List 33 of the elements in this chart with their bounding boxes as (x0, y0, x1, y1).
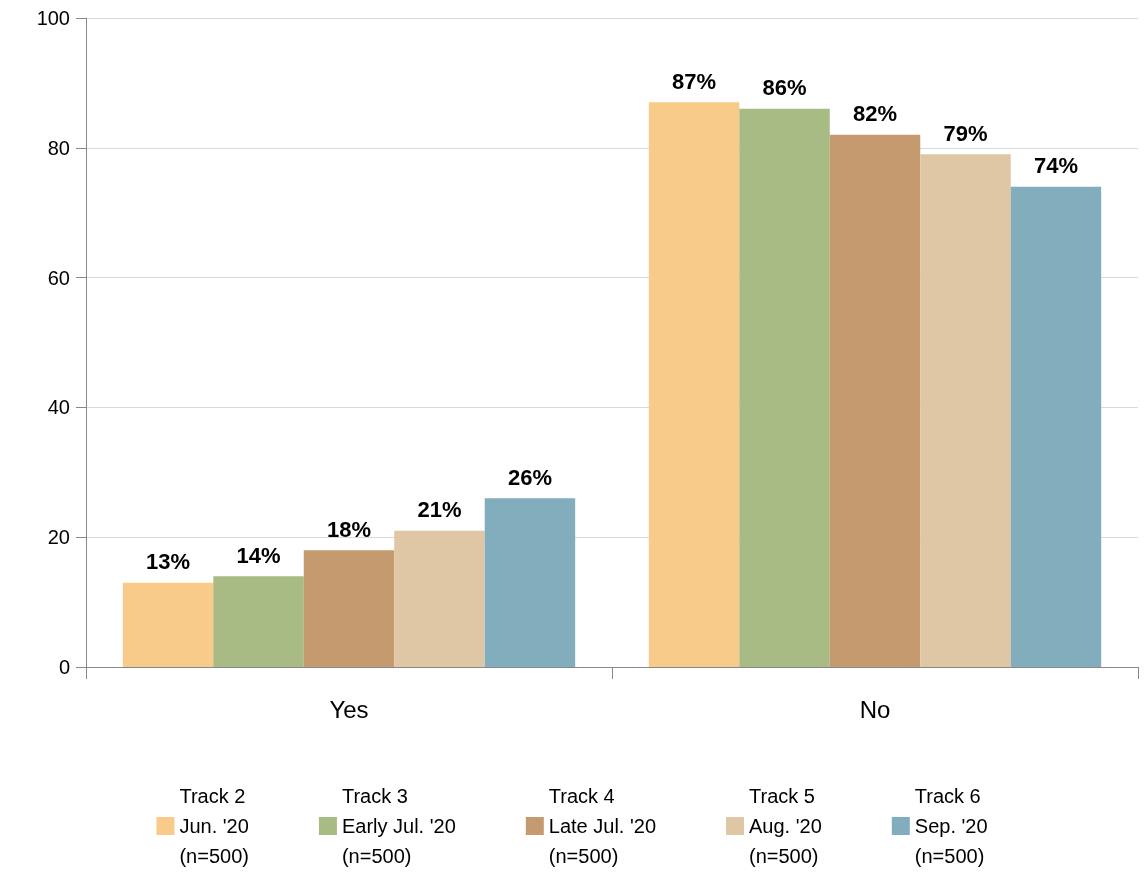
legend-label: Track 6 Sep. '20 (n=500) (914, 785, 988, 867)
data-label: 18% (326, 516, 372, 542)
data-label: 26% (507, 464, 552, 490)
data-label: 14% (236, 542, 281, 568)
bar (920, 154, 1011, 667)
legend-label: Track 4 Late Jul. '20 (n=500) (548, 785, 657, 867)
data-label: 79% (943, 120, 988, 146)
bar (122, 582, 214, 667)
legend-label: Track 3 Early Jul. '20 (n=500) (341, 785, 456, 867)
y-tick-label: 40 (47, 396, 70, 419)
bar (484, 498, 576, 667)
bar (829, 134, 921, 667)
y-tick-label: 100 (36, 7, 70, 29)
data-label: 82% (852, 101, 898, 127)
legend-label: Track 5 Aug. '20 (n=500) (749, 785, 822, 867)
y-tick-label: 20 (47, 526, 70, 549)
data-label: 21% (417, 497, 462, 523)
bar (394, 530, 485, 667)
legend-label: Track 2 Jun. '20 (n=500) (179, 785, 249, 867)
x-tick-label: No (859, 695, 891, 723)
data-label: 86% (762, 75, 807, 101)
y-tick-label: 60 (47, 266, 70, 289)
data-label: 13% (146, 549, 191, 575)
bar (303, 550, 395, 667)
x-tick-label: Yes (329, 695, 369, 723)
y-tick-label: 0 (58, 656, 70, 678)
bar (739, 108, 830, 667)
data-label: 87% (672, 68, 717, 94)
data-label: 74% (1033, 153, 1078, 179)
bar (648, 102, 740, 667)
y-tick-label: 80 (47, 136, 70, 159)
bar (213, 576, 304, 667)
bar (1010, 186, 1102, 667)
